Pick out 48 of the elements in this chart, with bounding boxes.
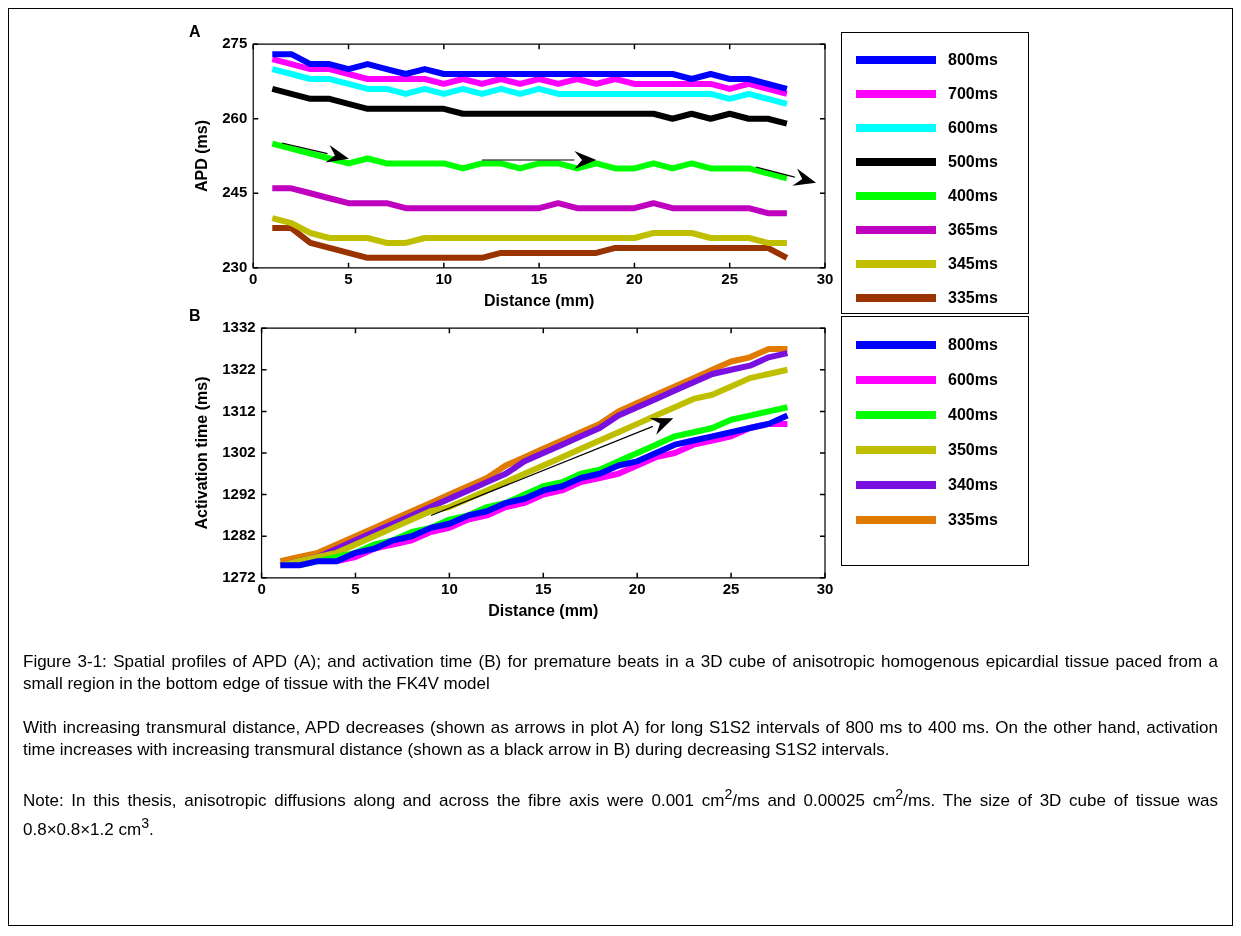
y-axis-title: APD (ms) <box>193 119 211 193</box>
x-tick-label: 15 <box>534 579 552 597</box>
y-tick-label: 1332 <box>222 318 256 336</box>
y-tick-label: 1272 <box>222 567 256 585</box>
caption: Figure 3-1: Spatial profiles of APD (A); and activation time (B) for premature beats in a 3D cube of anisotropic homogenous epicardial tissue paced from a small region in the bottom edge of tissue with the FK4V model <box>23 651 1218 695</box>
y-tick-label: 230 <box>222 257 248 275</box>
x-tick-label: 30 <box>816 269 834 287</box>
legend-label: 345ms <box>948 255 998 274</box>
y-tick-label: 260 <box>222 108 248 126</box>
legend-label: 800ms <box>948 335 998 354</box>
x-tick-label: 5 <box>344 269 353 287</box>
legend-label: 335ms <box>948 289 998 308</box>
legend-label: 600ms <box>948 370 998 389</box>
y-tick-label: 1292 <box>222 484 256 502</box>
x-tick-label: 25 <box>722 579 740 597</box>
y-axis-title: Activation time (ms) <box>193 376 211 530</box>
y-tick-label: 245 <box>222 183 248 201</box>
x-tick-label: 10 <box>435 269 453 287</box>
x-tick-label: 10 <box>441 579 458 597</box>
legend-label: 500ms <box>948 153 998 172</box>
y-tick-label: 275 <box>222 34 248 52</box>
x-tick-label: 0 <box>249 269 258 287</box>
legend-label: 400ms <box>948 405 998 424</box>
x-axis-title: Distance (mm) <box>488 601 599 619</box>
text: Note: In this thesis, anisotropic diffusions along and across the fibre axis were 0.001 cm$^{2}$/ms and 0.00025 cm$^{2}$/ms. The size of 3D cube of tissue was 0.8×0.8×1.2 cm$^{3}$. <box>23 786 1219 839</box>
legend-label: 340ms <box>948 475 998 494</box>
x-tick-label: 5 <box>351 579 360 597</box>
legend-label: 365ms <box>948 221 998 240</box>
legend-label: 800ms <box>948 51 998 70</box>
y-tick-label: 1282 <box>222 526 256 544</box>
y-tick-label: 1322 <box>222 359 256 377</box>
legend-label: 335ms <box>948 510 998 529</box>
y-tick-label: 1302 <box>222 443 256 461</box>
x-tick-label: 25 <box>721 269 739 287</box>
legend-label: 400ms <box>948 187 998 206</box>
x-tick-label: 20 <box>626 269 643 287</box>
x-axis-title: Distance (mm) <box>483 291 595 309</box>
text: With increasing transmural distance, APD decreases (shown as arrows in plot A) for long S1S2 intervals of 800 ms to 400 ms. On the other hand, activation time increases with increasing transmural distance (shown as a black arrow in B) during decreasing S1S2 intervals. <box>23 717 1218 761</box>
x-tick-label: 30 <box>816 579 834 597</box>
y-tick-label: 1312 <box>222 401 256 419</box>
chart-title: A <box>189 23 201 41</box>
chart-title: B <box>189 307 201 325</box>
x-tick-label: 0 <box>257 579 266 597</box>
legend-label: 700ms <box>948 85 998 104</box>
legend-label: 350ms <box>948 440 998 459</box>
legend-label: 600ms <box>948 119 998 138</box>
x-tick-label: 20 <box>628 579 646 597</box>
x-tick-label: 15 <box>530 269 548 287</box>
